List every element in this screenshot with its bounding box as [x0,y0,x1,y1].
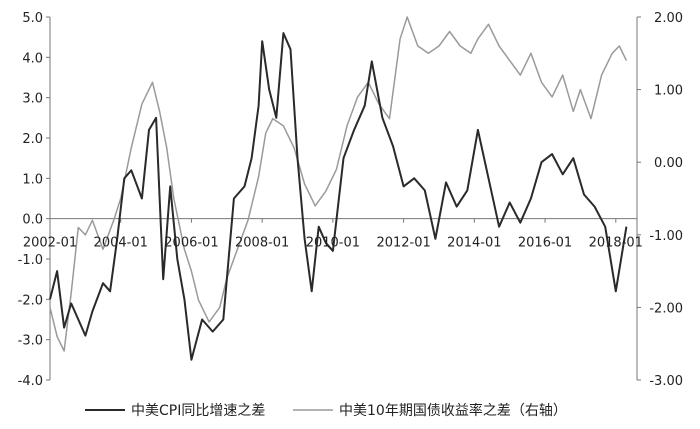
x-tick-label: 2014-01 [447,236,501,251]
tick-labels: 5.0 4.0 3.0 2.0 1.0 0.0 -1.0 -2.0 -3.0 -4.0 2.00 1.… [18,11,683,389]
left-tick-label: -1.0 [18,253,43,268]
legend: 中美CPI同比增速之差 中美10年期国债收益率之差（右轴） [85,402,567,419]
series-line-yield-diff [49,16,628,352]
right-tick-label: -2.00 [649,301,683,316]
left-tick-label: 2.0 [22,132,43,147]
right-tick-label: -3.00 [649,374,683,389]
series-layer [49,16,628,361]
series-line-cpi-diff [49,32,628,361]
left-tick-label: -4.0 [18,374,43,389]
legend-label: 中美CPI同比增速之差 [131,403,265,419]
left-tick-label: -3.0 [18,334,43,349]
x-tick-label: 2012-01 [376,236,430,251]
right-tick-label: 1.00 [654,84,683,99]
legend-item-cpi-diff: 中美CPI同比增速之差 [85,403,265,419]
left-tick-label: 1.0 [22,172,43,187]
x-tick-label: 2002-01 [23,236,77,251]
legend-label: 中美10年期国债收益率之差（右轴） [339,402,567,419]
left-tick-label: 0.0 [22,213,43,228]
x-tick-label: 2008-01 [235,236,289,251]
left-tick-label: 3.0 [22,92,43,107]
legend-item-yield-diff: 中美10年期国债收益率之差（右轴） [293,402,567,419]
x-tick-label: 2018-01 [589,236,643,251]
left-tick-label: 4.0 [22,51,43,66]
x-tick-label: 2016-01 [518,236,572,251]
axes [46,16,641,381]
right-tick-label: 2.00 [654,11,683,26]
left-tick-label: -2.0 [18,293,43,308]
x-tick-label: 2006-01 [164,236,218,251]
x-tick-label: 2004-01 [94,236,148,251]
right-tick-label: -1.00 [649,229,683,244]
left-tick-label: 5.0 [22,11,43,26]
right-tick-label: 0.00 [654,156,683,171]
x-tick-label: 2010-01 [306,236,360,251]
